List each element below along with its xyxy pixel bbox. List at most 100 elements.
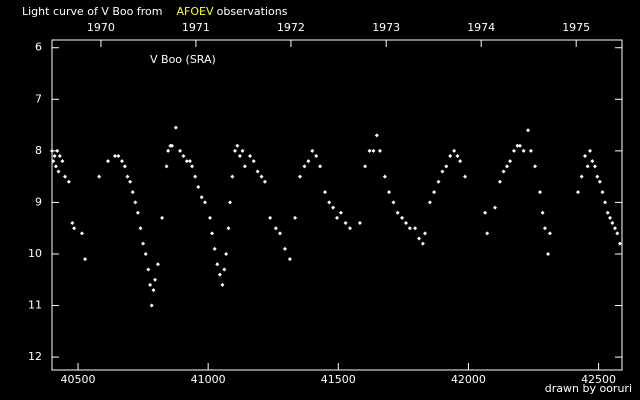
data-point xyxy=(146,267,151,272)
y-tick-label: 8 xyxy=(35,144,42,157)
data-point xyxy=(436,179,441,184)
data-point xyxy=(97,174,102,179)
data-point xyxy=(105,159,110,164)
data-point xyxy=(374,133,379,138)
data-point xyxy=(391,200,396,205)
data-point xyxy=(293,215,298,220)
data-point xyxy=(546,251,551,256)
data-point xyxy=(452,148,457,153)
data-point xyxy=(547,231,552,236)
year-tick-label: 1975 xyxy=(562,21,590,34)
data-point xyxy=(63,174,68,179)
data-point xyxy=(306,159,311,164)
x-tick-label: 42500 xyxy=(581,373,616,386)
data-point xyxy=(138,226,143,231)
credit: drawn by ooruri xyxy=(545,382,632,395)
data-point xyxy=(116,154,121,159)
data-point xyxy=(166,148,171,153)
data-point xyxy=(149,303,154,308)
data-point xyxy=(160,215,165,220)
data-point xyxy=(432,190,437,195)
data-point xyxy=(56,169,61,174)
data-point xyxy=(120,159,125,164)
data-point xyxy=(133,200,138,205)
data-point xyxy=(517,143,522,148)
data-point xyxy=(310,148,315,153)
data-point xyxy=(52,154,57,159)
data-point xyxy=(128,179,133,184)
data-point xyxy=(444,164,449,169)
data-point xyxy=(255,169,260,174)
data-point xyxy=(542,226,547,231)
data-point xyxy=(357,221,362,226)
data-point xyxy=(420,241,425,246)
x-tick-label: 42000 xyxy=(451,373,486,386)
data-point xyxy=(199,195,204,200)
data-point xyxy=(248,154,253,159)
year-tick-label: 1971 xyxy=(182,21,210,34)
data-point xyxy=(70,221,75,226)
data-point xyxy=(497,179,502,184)
data-point xyxy=(164,164,169,169)
y-tick-label: 9 xyxy=(35,195,42,208)
data-point xyxy=(583,154,588,159)
data-point xyxy=(587,148,592,153)
data-point xyxy=(363,164,368,169)
data-point xyxy=(327,200,332,205)
data-point xyxy=(148,282,153,287)
data-point xyxy=(181,154,186,159)
data-point xyxy=(440,169,445,174)
data-point xyxy=(178,148,183,153)
data-point xyxy=(463,174,468,179)
data-point xyxy=(407,226,412,231)
data-point xyxy=(579,174,584,179)
data-point xyxy=(60,159,65,164)
data-point xyxy=(501,169,506,174)
data-point xyxy=(331,205,336,210)
data-point xyxy=(190,164,195,169)
data-point xyxy=(151,288,156,293)
data-point xyxy=(585,164,590,169)
x-tick-label: 41500 xyxy=(321,373,356,386)
data-point xyxy=(533,164,538,169)
title-text: Light curve of V Boo from xyxy=(22,5,163,18)
data-point xyxy=(187,159,192,164)
data-point xyxy=(155,262,160,267)
data-point xyxy=(273,226,278,231)
data-point xyxy=(395,210,400,215)
data-point xyxy=(122,164,127,169)
data-point xyxy=(483,210,488,215)
year-tick-label: 1974 xyxy=(467,21,495,34)
data-point xyxy=(193,174,198,179)
y-tick-label: 6 xyxy=(35,41,42,54)
data-point xyxy=(377,148,382,153)
data-point xyxy=(608,215,613,220)
annotation: V Boo (SRA) xyxy=(150,53,216,66)
data-point xyxy=(57,154,62,159)
data-point xyxy=(600,190,605,195)
data-point xyxy=(526,128,531,133)
data-point xyxy=(617,241,622,246)
data-point xyxy=(413,226,418,231)
data-point xyxy=(53,164,58,169)
data-point xyxy=(235,143,240,148)
data-point xyxy=(387,190,392,195)
data-point xyxy=(492,205,497,210)
data-point xyxy=(511,148,516,153)
data-point xyxy=(66,179,71,184)
data-point xyxy=(228,200,233,205)
data-point xyxy=(240,148,245,153)
y-tick-label: 11 xyxy=(28,299,42,312)
data-point xyxy=(50,148,54,153)
y-tick-label: 12 xyxy=(28,350,42,363)
data-point xyxy=(72,226,77,231)
data-point xyxy=(504,164,509,169)
y-tick-label: 10 xyxy=(28,247,42,260)
data-point xyxy=(590,159,595,164)
data-point xyxy=(262,179,267,184)
data-point xyxy=(302,164,307,169)
plot-frame xyxy=(51,39,623,371)
data-point xyxy=(207,215,212,220)
chart-title: Light curve of V Boo from AFOEV observatio… xyxy=(22,5,288,18)
data-point xyxy=(592,164,597,169)
